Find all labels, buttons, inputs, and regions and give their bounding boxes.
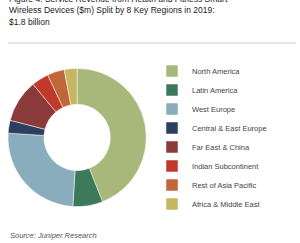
svg-text:Central & East Europe: Central & East Europe <box>192 124 267 133</box>
svg-text:Indian Subcontinent: Indian Subcontinent <box>192 162 259 171</box>
svg-text:Latin America: Latin America <box>192 86 238 95</box>
svg-text:Figure 4: Service Revenue from: Figure 4: Service Revenue from Health an… <box>9 0 228 27</box>
svg-text:Source: Juniper Research: Source: Juniper Research <box>10 231 97 240</box>
svg-text:North America: North America <box>192 67 240 76</box>
svg-text:Far East & China: Far East & China <box>192 143 250 152</box>
svg-text:Africa & Middle East: Africa & Middle East <box>192 200 260 209</box>
svg-text:Rest of Asia Pacific: Rest of Asia Pacific <box>192 181 256 190</box>
svg-text:West Europe: West Europe <box>192 105 235 114</box>
